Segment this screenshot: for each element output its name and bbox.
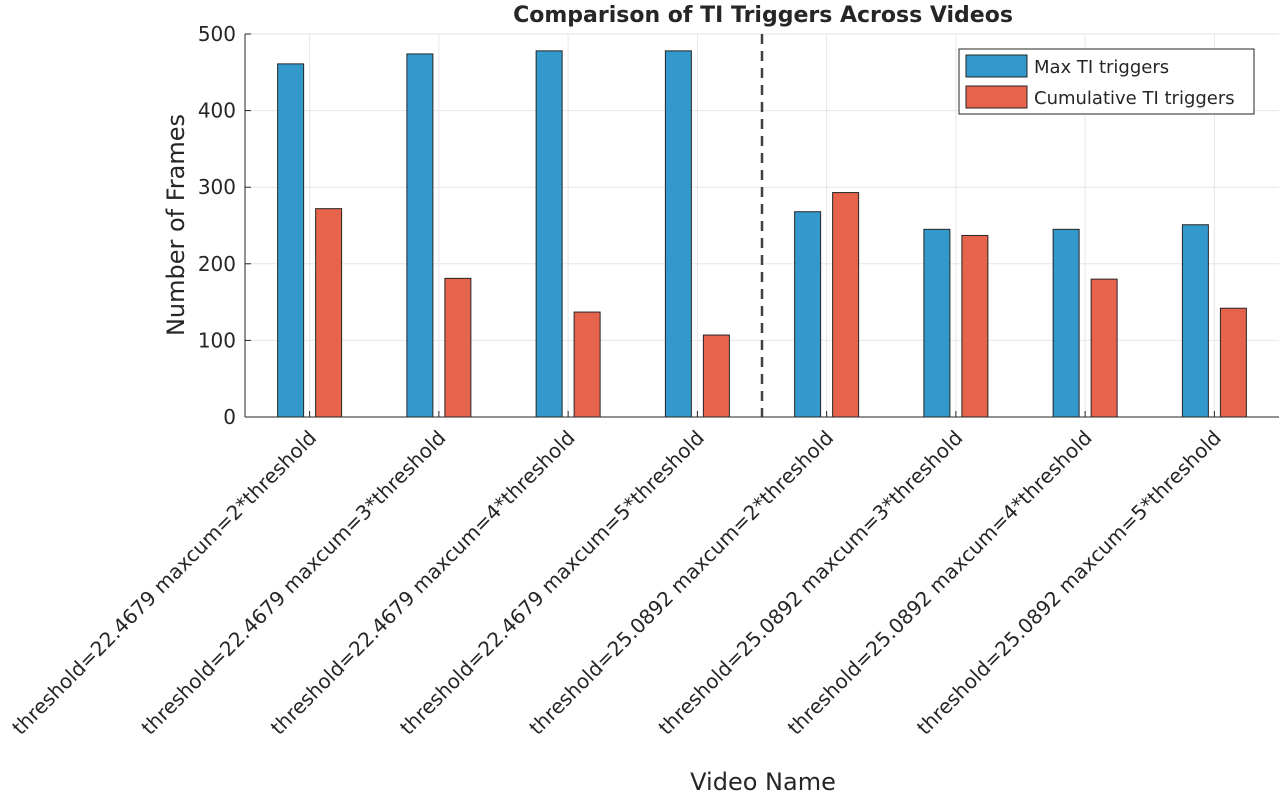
y-tick-label: 200 <box>198 252 236 276</box>
bar-cumulative-ti-triggers <box>961 234 989 418</box>
x-axis-ticks: threshold=22.4679 maxcum=2*thresholdthre… <box>7 411 1226 740</box>
x-axis-title: Video Name <box>690 768 836 794</box>
bar-max-ti-triggers <box>406 53 434 418</box>
chart-title: Comparison of TI Triggers Across Videos <box>513 3 1013 28</box>
x-tick-label: threshold=22.4679 maxcum=3*threshold <box>136 426 450 740</box>
x-tick-label: threshold=25.0892 maxcum=2*threshold <box>524 426 838 740</box>
bar-cumulative-ti-triggers <box>315 208 343 418</box>
y-tick-label: 400 <box>198 99 236 123</box>
y-tick-label: 500 <box>198 22 236 46</box>
x-tick-label: threshold=25.0892 maxcum=4*threshold <box>783 426 1097 740</box>
bar-max-ti-triggers <box>664 50 692 418</box>
bar-max-ti-triggers <box>1181 224 1209 418</box>
bar-cumulative-ti-triggers <box>1090 278 1118 418</box>
y-tick-label: 100 <box>198 328 236 352</box>
bar-cumulative-ti-triggers <box>444 277 472 418</box>
bar-max-ti-triggers <box>923 228 951 418</box>
legend: Max TI triggers Cumulative TI triggers <box>958 48 1255 115</box>
bars <box>277 50 1247 418</box>
bar-cumulative-ti-triggers <box>1219 307 1247 418</box>
legend-swatch-max <box>965 54 1028 78</box>
legend-label-cumulative: Cumulative TI triggers <box>1034 88 1235 109</box>
x-tick-label: threshold=25.0892 maxcum=3*threshold <box>653 426 967 740</box>
bar-cumulative-ti-triggers <box>702 334 730 418</box>
x-tick-label: threshold=22.4679 maxcum=2*threshold <box>7 426 321 740</box>
legend-label-max: Max TI triggers <box>1034 57 1169 78</box>
bar-max-ti-triggers <box>1052 228 1080 418</box>
bar-cumulative-ti-triggers <box>573 311 601 418</box>
x-tick-label: threshold=22.4679 maxcum=4*threshold <box>266 426 580 740</box>
y-axis-title: Number of Frames <box>162 114 190 336</box>
bar-cumulative-ti-triggers <box>832 192 860 418</box>
bar-max-ti-triggers <box>277 63 305 418</box>
x-tick-label: threshold=22.4679 maxcum=5*threshold <box>395 426 709 740</box>
bar-max-ti-triggers <box>794 211 822 418</box>
bar-max-ti-triggers <box>535 50 563 418</box>
axes <box>244 34 1279 418</box>
y-tick-label: 0 <box>223 405 236 429</box>
x-tick-label: threshold=25.0892 maxcum=5*threshold <box>912 426 1226 740</box>
y-axis-ticks: 0 100 200 300 400 500 <box>198 22 251 429</box>
legend-swatch-cumulative <box>965 85 1028 109</box>
y-tick-label: 300 <box>198 175 236 199</box>
